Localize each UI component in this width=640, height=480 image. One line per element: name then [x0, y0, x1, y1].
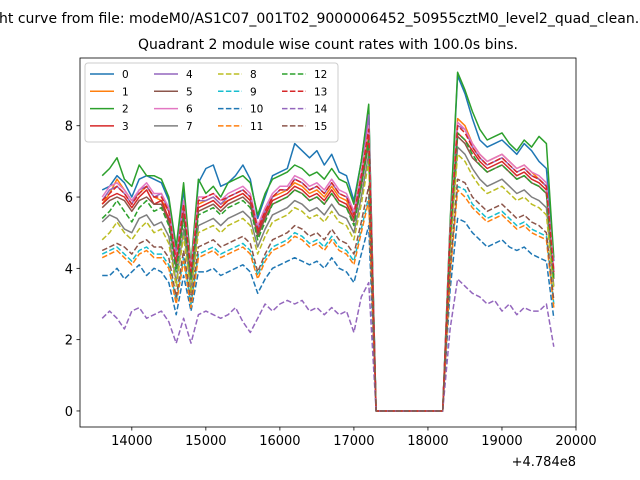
series-line-8 [101, 153, 555, 412]
series-line-9 [101, 185, 555, 412]
series-line-12 [101, 132, 555, 412]
legend-label-2: 2 [122, 104, 129, 116]
series-line-7 [101, 146, 555, 412]
series-line-15 [101, 178, 555, 412]
axes: 14000 15000 16000 17000 18000 19000 20000 0 2 4 6 8 [65, 57, 597, 449]
legend-label-11: 11 [250, 121, 263, 133]
legend-label-0: 0 [122, 69, 129, 81]
y-tick-label: 2 [65, 334, 73, 349]
series-line-14 [101, 278, 555, 412]
y-tick-label: 6 [65, 191, 73, 206]
x-tick-label: 15000 [185, 434, 226, 449]
legend-label-3: 3 [122, 121, 129, 133]
series-line-1 [101, 117, 555, 412]
x-tick-label: 18000 [407, 434, 448, 449]
legend-box [84, 62, 339, 143]
x-tick-label: 17000 [333, 434, 374, 449]
chart-suptitle: Light curve from file: modeM0/AS1C07_001… [0, 11, 640, 27]
series-lines [101, 71, 555, 412]
legend-label-1: 1 [122, 86, 129, 98]
x-tick-label: 20000 [555, 434, 596, 449]
chart-title: Quadrant 2 module wise count rates with … [138, 37, 518, 53]
legend-label-13: 13 [314, 86, 327, 98]
x-axis-offset-label: +4.784e8 [512, 455, 576, 470]
legend-label-9: 9 [250, 86, 257, 98]
x-tick-label: 16000 [259, 434, 300, 449]
y-tick-label: 8 [65, 120, 73, 135]
legend-label-5: 5 [186, 86, 193, 98]
series-line-13 [101, 124, 555, 412]
y-tick-label: 4 [65, 262, 73, 277]
series-line-10 [102, 217, 555, 412]
legend-label-12: 12 [314, 69, 327, 81]
legend-label-6: 6 [186, 104, 193, 116]
y-tick-label: 0 [65, 405, 73, 420]
legend-label-10: 10 [250, 104, 263, 116]
series-line-11 [101, 189, 555, 412]
x-tick-label: 14000 [111, 434, 152, 449]
axes-frame [79, 57, 577, 428]
x-tick-label: 19000 [481, 434, 522, 449]
legend-label-4: 4 [186, 69, 193, 81]
legend-label-7: 7 [186, 121, 193, 133]
legend-label-8: 8 [250, 69, 257, 81]
legend-label-15: 15 [314, 121, 327, 133]
plot-area [101, 71, 555, 412]
legend-label-14: 14 [314, 104, 328, 116]
series-line-2 [101, 71, 555, 412]
